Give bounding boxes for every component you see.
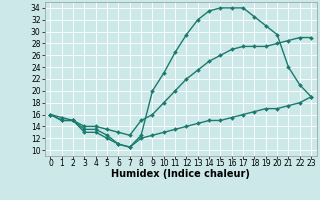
X-axis label: Humidex (Indice chaleur): Humidex (Indice chaleur) [111,169,250,179]
